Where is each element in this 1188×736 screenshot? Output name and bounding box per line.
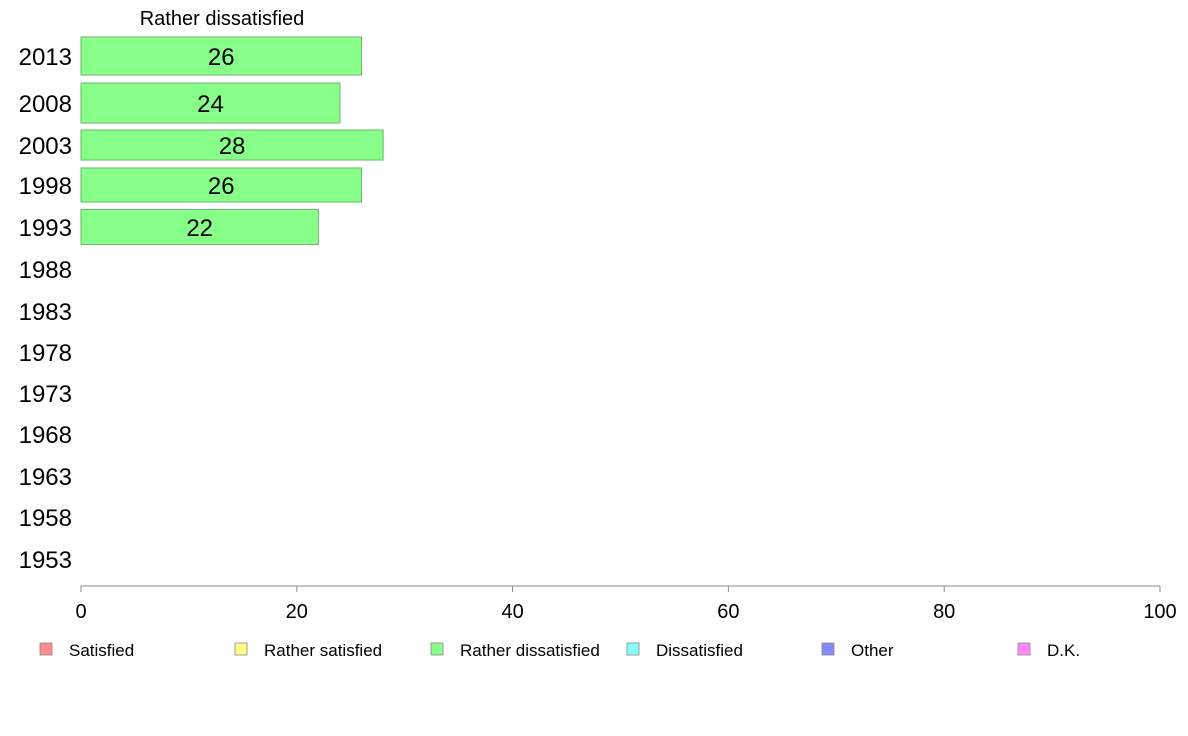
year-label-2003: 2003 [19, 133, 72, 160]
legend-label-d-k: D.K. [1047, 641, 1080, 660]
legend-label-satisfied: Satisfied [69, 641, 134, 660]
x-tick-label-60: 60 [717, 601, 739, 623]
legend-swatch-dissatisfied [626, 642, 640, 656]
year-labels: 2013 2008 2003 1998 1993 1988 1983 1978 1973 1968… [19, 44, 72, 574]
x-tick-label-100: 100 [1143, 601, 1176, 623]
legend-swatch-rather-dissatisfied [430, 642, 444, 656]
legend-label-other: Other [851, 641, 894, 660]
legend-swatch-rather-satisfied [234, 642, 248, 656]
x-tick-label-40: 40 [501, 601, 523, 623]
year-label-1978: 1978 [19, 340, 72, 367]
bar-2013 [80, 36, 363, 76]
bar-value-2008: 24 [197, 91, 224, 118]
year-label-1988: 1988 [19, 257, 72, 284]
bar-2008 [80, 82, 341, 124]
year-label-1998: 1998 [19, 173, 72, 200]
year-label-1993: 1993 [19, 215, 72, 242]
bar-1993 [80, 209, 319, 245]
chart-title: Rather dissatisfied [140, 8, 305, 30]
year-label-1983: 1983 [19, 299, 72, 326]
x-axis: 0 20 40 60 80 100 [75, 585, 1177, 623]
year-label-1958: 1958 [19, 505, 72, 532]
x-tick-label-80: 80 [933, 601, 955, 623]
legend-swatch-other [821, 642, 835, 656]
bar-1998 [80, 167, 363, 203]
legend-label-rather-satisfied: Rather satisfied [264, 641, 382, 660]
bars: 26 24 28 26 22 [80, 36, 384, 245]
bar-value-1998: 26 [208, 173, 235, 200]
year-label-2013: 2013 [19, 44, 72, 71]
year-label-1968: 1968 [19, 422, 72, 449]
x-tick-label-0: 0 [75, 601, 86, 623]
legend: Satisfied Rather satisfied Rather dissatis… [39, 641, 1080, 660]
year-label-1973: 1973 [19, 381, 72, 408]
legend-label-rather-dissatisfied: Rather dissatisfied [460, 641, 600, 660]
legend-swatch-satisfied [39, 642, 53, 656]
legend-label-dissatisfied: Dissatisfied [656, 641, 743, 660]
year-label-1963: 1963 [19, 464, 72, 491]
legend-swatch-d-k [1017, 642, 1031, 656]
bar-2003 [80, 129, 384, 161]
bar-value-2013: 26 [208, 44, 235, 71]
bar-value-1993: 22 [186, 215, 213, 242]
x-tick-label-20: 20 [286, 601, 308, 623]
year-label-1953: 1953 [19, 547, 72, 574]
bar-value-2003: 28 [219, 133, 246, 160]
year-label-2008: 2008 [19, 91, 72, 118]
